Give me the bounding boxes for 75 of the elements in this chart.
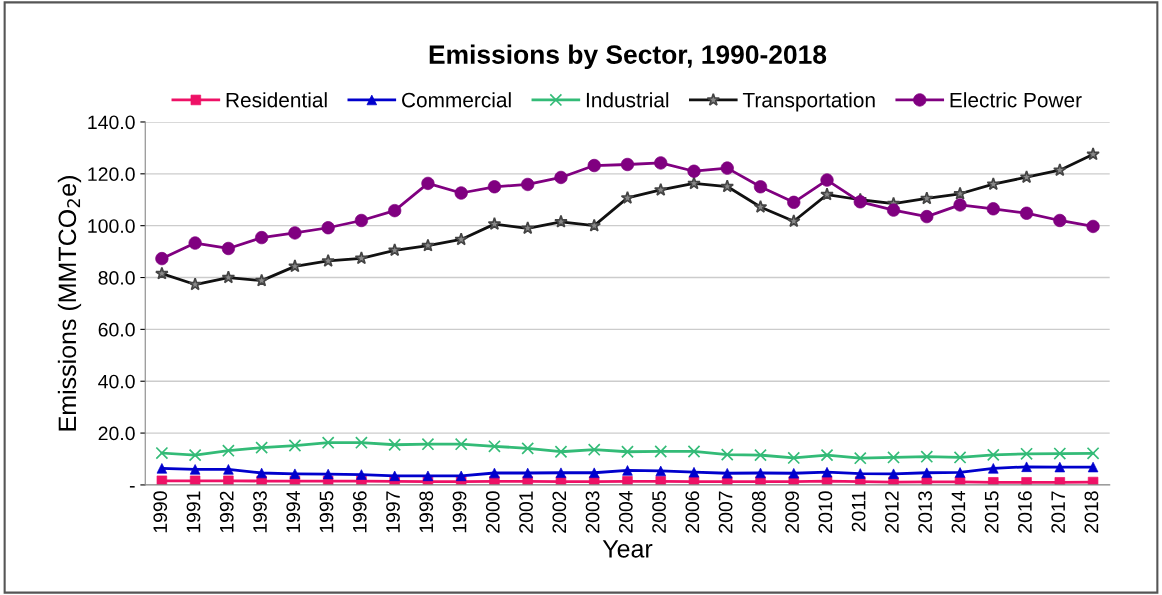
x-tick-label: 2018 [1084,491,1099,533]
point [654,445,668,458]
x-tick-label: 1993 [253,491,267,533]
point [255,441,269,454]
x-tick-label: 2005 [652,491,666,533]
x-tick-label: 2014 [951,491,966,533]
point [687,445,701,458]
point [1053,447,1067,460]
x-tick-label: 2011 [851,491,866,532]
x-tick-label: 1997 [386,491,400,533]
point [587,443,601,457]
point [554,445,568,459]
x-tick-label: 1995 [319,491,334,533]
x-tick-label: 2015 [984,491,999,533]
x-tick-label: 2008 [751,491,766,533]
x-tick-label: 2007 [718,491,733,533]
y-tick-label: - [129,486,135,488]
legend-label: Electric Power [950,92,1082,108]
point [853,451,867,465]
y-tick-label: 140.0 [88,115,135,130]
x-tick-label: 2006 [685,491,700,533]
point [1086,446,1100,460]
x-tick-label: 1992 [219,491,234,533]
point [787,451,801,465]
x-tick-label: 1996 [352,491,367,533]
point [986,448,1000,462]
x-tick-label: 1999 [452,491,467,533]
legend-label: Industrial [586,92,669,108]
x-tick-label: 1991 [186,491,201,533]
point [222,444,235,458]
point [920,450,934,464]
x-tick-label: 2012 [884,491,899,533]
x-axis-title: Year [602,540,653,558]
y-tick-label: 120.0 [88,167,135,182]
x-tick-label: 2009 [785,491,799,533]
point [521,441,535,455]
point [488,439,501,453]
y-tick-label: 40.0 [98,374,135,389]
point [887,451,900,464]
point [388,438,402,452]
point [720,448,734,461]
x-tick-label: 2000 [485,491,500,533]
y-tick-label: 20.0 [98,426,135,441]
y-tick-label: 80.0 [98,270,135,285]
y-tick-label: 60.0 [98,322,135,337]
point [454,437,468,451]
point [288,439,302,452]
x-tick-label: 2013 [918,491,933,533]
x-tick-label: 1994 [286,491,301,533]
y-tick-label: 100.0 [88,219,135,233]
point [1020,447,1033,461]
point [953,451,967,464]
x-tick-label: 2017 [1051,491,1066,533]
x-tick-label: 2002 [552,491,567,533]
x-tick-label: 2010 [818,491,833,533]
legend-label: Commercial [402,92,511,108]
y-axis-title: Emissions (MMTCO$_{2}$e) [57,176,82,431]
x-tick-label: 2003 [585,491,600,533]
point [155,446,169,460]
point [754,448,767,462]
chart-title: Emissions by Sector, 1990-2018 [429,44,827,70]
x-tick-label: 2016 [1018,491,1032,533]
point [820,448,834,462]
point [355,436,368,450]
point [589,467,600,478]
x-tick-label: 2001 [519,491,533,533]
x-tick-label: 1990 [153,491,168,533]
legend-label: Residential [226,92,327,108]
point [321,436,335,450]
point [188,448,202,462]
point [421,437,435,451]
legend-label: Transportation [742,92,875,112]
x-tick-label: 1998 [419,491,434,533]
point [621,445,634,459]
x-tick-label: 2004 [618,491,633,533]
